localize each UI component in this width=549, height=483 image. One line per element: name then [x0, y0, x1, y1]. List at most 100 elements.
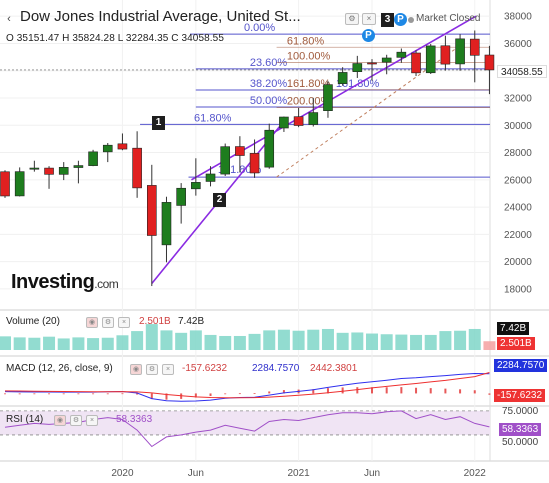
macd-close-icon[interactable]: ×: [162, 364, 174, 375]
settings-gear-icon[interactable]: ⚙: [345, 13, 359, 25]
volume-bar: [454, 330, 467, 350]
fib-ext-label: 61.80%: [287, 35, 325, 47]
candle-body: [147, 185, 157, 236]
fib-level-label: 38.20%: [250, 78, 288, 90]
volume-bar: [28, 337, 41, 350]
candle-body: [29, 167, 40, 170]
rsi-indicator-label: RSI (14): [6, 414, 44, 425]
volume-bar: [263, 330, 276, 350]
volume-bar: [43, 336, 56, 350]
rsi-close-icon[interactable]: ×: [86, 415, 98, 426]
macd-histogram-bar: [33, 393, 36, 395]
time-tick-label: Jun: [188, 468, 204, 479]
pivot-p-icon[interactable]: P: [394, 13, 407, 26]
volume-bar: [439, 331, 452, 350]
volume-bar: [87, 338, 100, 350]
candle-body: [73, 165, 84, 168]
price-tick-label: 38000: [504, 12, 532, 23]
volume-bar: [101, 337, 114, 350]
candle-body: [132, 147, 142, 189]
volume-bar: [248, 333, 261, 350]
macd-histogram-bar: [4, 393, 6, 395]
volume-bar: [189, 330, 202, 350]
macd-histogram-bar: [253, 393, 256, 394]
macd-histogram-bar: [209, 393, 212, 396]
macd-value-3: 2442.3801: [310, 363, 358, 374]
price-tick-label: 28000: [504, 148, 532, 159]
wave-label-3-badge: 3: [381, 13, 394, 27]
investing-logo: Investing.com: [11, 271, 119, 293]
volume-value-2: 7.42B: [178, 316, 205, 327]
volume-bar: [175, 332, 188, 350]
macd-indicator-label: MACD (12, 26, close, 9): [6, 363, 113, 374]
volume-bar: [57, 338, 70, 350]
macd-histogram-bar: [238, 393, 241, 395]
pivot-p-icon-2[interactable]: P: [362, 29, 375, 42]
macd-histogram-bar: [165, 393, 168, 400]
macd-histogram-bar: [224, 393, 227, 395]
macd-histogram-bar: [121, 393, 124, 395]
collapse-chevron-icon[interactable]: ‹: [7, 13, 11, 25]
volume-close-icon[interactable]: ×: [118, 317, 130, 328]
macd-visibility-icon[interactable]: ◉: [130, 364, 142, 375]
macd-histogram-bar: [312, 389, 315, 394]
fib-level-label: 0.00%: [244, 22, 275, 34]
candle-body: [308, 112, 319, 125]
macd-histogram-bar: [371, 387, 373, 394]
candle-body: [455, 38, 465, 65]
volume-value-1: 2.501B: [139, 316, 171, 327]
candle-body: [484, 54, 495, 71]
macd-histogram-bar: [77, 393, 80, 395]
volume-settings-icon[interactable]: ⚙: [102, 317, 114, 328]
macd-histogram-bar: [341, 387, 344, 394]
volume-tag-bottom: 2.501B: [497, 337, 535, 350]
macd-histogram-bar: [92, 393, 95, 395]
wave-label-2-badge: 2: [213, 193, 226, 207]
volume-bar: [307, 329, 320, 350]
ohlc-readout: O 35151.47 H 35824.28 L 32284.35 C 34058…: [6, 33, 224, 44]
candle-body: [425, 45, 436, 74]
volume-bar: [292, 330, 305, 350]
candle-body: [411, 52, 421, 74]
candle-body: [44, 167, 54, 175]
macd-histogram-bar: [415, 387, 418, 394]
price-tick-label: 24000: [504, 203, 532, 214]
candle-body: [14, 171, 25, 197]
price-tick-label: 26000: [504, 175, 532, 186]
rsi-tag-bottom: 50.0000: [502, 437, 539, 448]
rsi-settings-icon[interactable]: ⚙: [70, 415, 82, 426]
macd-histogram-bar: [488, 393, 491, 395]
macd-histogram-bar: [385, 387, 388, 394]
volume-bar: [0, 336, 11, 350]
time-tick-label: 2020: [111, 468, 134, 479]
volume-bar: [351, 332, 364, 350]
macd-settings-icon[interactable]: ⚙: [146, 364, 158, 375]
macd-tag-top: 2284.7570: [494, 359, 548, 372]
time-tick-label: Jun: [364, 468, 380, 479]
macd-histogram-bar: [326, 388, 329, 394]
candle-body: [469, 38, 480, 56]
rsi-visibility-icon[interactable]: ◉: [54, 415, 66, 426]
rsi-tag-mid: 58.3363: [499, 423, 542, 436]
macd-histogram-bar: [282, 390, 285, 394]
macd-value-2: 2284.7570: [252, 363, 300, 374]
volume-indicator-label: Volume (20): [6, 316, 60, 327]
time-tick-label: 2022: [464, 468, 487, 479]
volume-bar: [366, 333, 378, 350]
price-tick-label: 20000: [504, 257, 532, 268]
volume-visibility-icon[interactable]: ◉: [86, 317, 98, 328]
volume-bar: [72, 337, 85, 350]
rsi-tag-top: 75.0000: [502, 406, 539, 417]
fib-level-label: 50.00%: [250, 95, 288, 107]
volume-bar: [116, 335, 129, 350]
volume-bar: [219, 335, 232, 350]
price-tick-label: 36000: [504, 39, 532, 50]
volume-bar: [277, 329, 290, 350]
candle-body: [176, 187, 186, 206]
volume-bar: [204, 334, 217, 350]
volume-bar: [410, 334, 423, 350]
close-icon[interactable]: ×: [362, 13, 376, 25]
candle-body: [367, 62, 377, 65]
